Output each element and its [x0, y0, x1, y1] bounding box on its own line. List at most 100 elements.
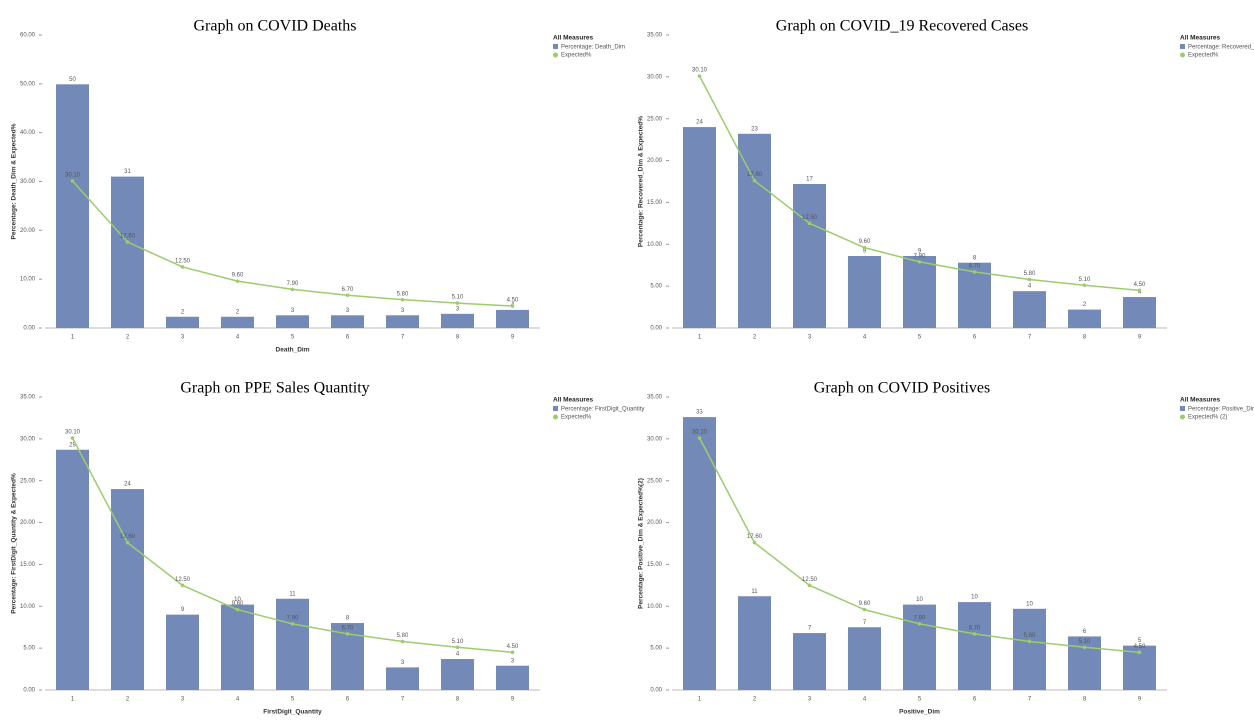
x-tick-label: 9	[511, 697, 515, 703]
y-tick-label: 15.00	[647, 562, 663, 568]
y-axis-title: Percentage: Death_Dim & Expected%	[11, 123, 18, 239]
x-tick-label: 3	[808, 697, 812, 703]
point-label: 12.50	[802, 215, 818, 221]
point-label: 7.90	[914, 615, 926, 621]
line-point	[235, 279, 240, 283]
bar-label: 4	[456, 652, 460, 658]
bar	[683, 127, 716, 328]
bar	[1013, 608, 1046, 690]
line-point	[1082, 283, 1087, 288]
x-axis-title: FirstDigit_Quantity	[263, 709, 322, 716]
point-label: 17.60	[120, 534, 136, 540]
y-tick-label: 35.00	[20, 395, 36, 401]
bar-label: 8	[346, 616, 350, 622]
point-label: 30.10	[692, 68, 708, 74]
point-label: 9.60	[859, 239, 871, 245]
bar	[738, 596, 771, 690]
line-point	[70, 179, 75, 183]
line-point	[510, 304, 515, 308]
legend-swatch	[553, 406, 558, 411]
bar	[496, 309, 529, 328]
point-label: 4.50	[507, 298, 519, 304]
line-point	[917, 622, 922, 626]
x-tick-label: 2	[126, 697, 130, 703]
y-tick-label: 10.00	[647, 604, 663, 610]
y-tick-label: 35.00	[647, 33, 663, 39]
line-point	[180, 265, 185, 269]
y-tick-label: 0.00	[23, 688, 35, 694]
legend-title: All Measures	[553, 397, 593, 404]
line-point	[1027, 639, 1032, 644]
bar	[166, 316, 199, 328]
bar-label: 24	[124, 482, 131, 488]
line-point	[235, 607, 240, 612]
y-axis-title: Percentage: Positive_Dim & Expected%(2)	[638, 478, 645, 609]
bar	[386, 667, 419, 690]
x-tick-label: 5	[918, 335, 922, 341]
point-label: 7.90	[287, 615, 299, 621]
x-tick-label: 8	[456, 697, 460, 703]
x-tick-label: 7	[1028, 697, 1032, 703]
y-tick-label: 20.00	[20, 228, 36, 234]
x-tick-label: 2	[753, 697, 757, 703]
bar-label: 3	[291, 308, 295, 314]
line-point	[345, 293, 350, 298]
title-box	[75, 365, 475, 411]
y-tick-label: 15.00	[647, 200, 663, 206]
legend-title: All Measures	[1180, 397, 1220, 404]
line-point	[862, 245, 867, 250]
line-point	[807, 221, 812, 226]
bar	[221, 316, 254, 328]
chart-panel: 0.00 10.00 20.00 30.00 40.00 50.00 60.00 Percen…	[11, 3, 625, 354]
legend-title: All Measures	[553, 35, 593, 42]
legend-label: Expected%	[561, 53, 592, 59]
legend-label: Expected% (2)	[1188, 415, 1227, 421]
x-tick-label: 1	[698, 697, 702, 703]
x-tick-label: 7	[401, 697, 405, 703]
bar-label: 4	[1138, 290, 1142, 296]
bar-label: 7	[808, 626, 812, 632]
bar	[903, 256, 936, 328]
bar-label: 9	[863, 249, 867, 255]
y-tick-label: 5.00	[23, 646, 35, 652]
chart-title: Graph on COVID_19 Recovered Cases	[776, 18, 1028, 35]
y-tick-label: 15.00	[20, 562, 36, 568]
bar	[386, 315, 419, 328]
y-tick-label: 25.00	[647, 478, 663, 484]
legend-swatch	[1180, 414, 1185, 420]
y-tick-label: 30.00	[20, 436, 36, 442]
x-tick-label: 2	[126, 335, 130, 341]
bar-label: 50	[69, 77, 76, 83]
bar-label: 2	[236, 309, 240, 315]
line-point	[1027, 277, 1032, 282]
bar-label: 6	[1083, 629, 1087, 635]
point-label: 30.10	[65, 430, 81, 436]
x-tick-label: 8	[456, 335, 460, 341]
bar	[1068, 636, 1101, 690]
bar-label: 17	[806, 177, 813, 183]
y-tick-label: 20.00	[647, 158, 663, 164]
y-tick-label: 20.00	[20, 520, 36, 526]
x-tick-label: 8	[1083, 335, 1087, 341]
x-tick-label: 6	[346, 697, 350, 703]
line-point	[125, 240, 130, 244]
x-tick-label: 3	[808, 335, 812, 341]
bar-label: 10	[234, 597, 241, 603]
bar	[793, 633, 826, 690]
line-point	[972, 270, 977, 274]
line-point	[125, 540, 130, 545]
y-tick-label: 10.00	[647, 242, 663, 248]
legend-swatch	[1180, 406, 1185, 411]
y-tick-label: 60.00	[20, 33, 36, 39]
point-label: 30.10	[692, 430, 708, 436]
point-label: 17.60	[747, 172, 763, 178]
point-label: 9.60	[232, 601, 244, 607]
bar-label: 3	[401, 308, 405, 314]
point-label: 17.60	[120, 234, 136, 240]
chart-title: Graph on PPE Sales Quantity	[180, 380, 369, 397]
point-label: 12.50	[175, 259, 191, 265]
y-tick-label: 35.00	[647, 395, 663, 401]
bar-label: 33	[696, 410, 703, 416]
